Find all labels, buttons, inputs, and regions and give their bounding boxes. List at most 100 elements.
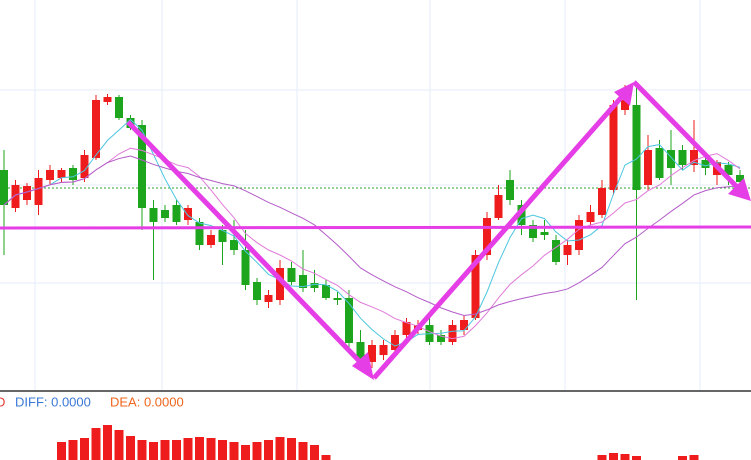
macd-bar	[126, 436, 135, 460]
macd-bar	[137, 440, 147, 460]
macd-bar	[321, 455, 331, 460]
candle-body	[138, 125, 146, 208]
candle-body	[23, 186, 31, 200]
macd-bar	[689, 455, 699, 460]
candle-body	[241, 250, 250, 285]
macd-bar	[183, 438, 193, 460]
candle-body	[506, 180, 514, 200]
candle-body	[322, 285, 330, 298]
macd-bar	[264, 440, 273, 460]
moving-averages	[3, 118, 741, 347]
moving-average	[3, 155, 741, 317]
macd-bar	[149, 442, 158, 460]
candle-body	[115, 97, 123, 118]
candle-body	[632, 105, 641, 190]
candle-body	[103, 97, 112, 102]
diff-label: DIFF: 0.0000	[15, 394, 91, 409]
support-line	[0, 225, 751, 230]
candle-body	[287, 268, 296, 282]
candle-body	[184, 208, 192, 220]
candle-body	[655, 148, 664, 178]
candle-body	[667, 150, 675, 168]
arrow-head	[728, 178, 751, 201]
moving-average	[3, 118, 741, 347]
macd-pane	[0, 391, 751, 460]
candle-body	[529, 225, 537, 238]
candle-body	[402, 322, 411, 335]
candle-body	[299, 275, 307, 288]
candle-body	[69, 168, 77, 180]
candle-body	[552, 240, 560, 262]
macd-bar	[172, 440, 181, 460]
candle-body	[621, 100, 629, 110]
macd-bar	[597, 455, 607, 460]
macd-bar	[114, 430, 124, 460]
trend-arrow	[632, 80, 742, 192]
macd-bar	[609, 453, 618, 460]
macd-bar	[252, 442, 262, 460]
candle-body	[724, 165, 733, 175]
macd-bar	[678, 456, 687, 460]
candle-body	[57, 170, 66, 178]
candle-body	[218, 230, 227, 242]
macd-bar	[68, 440, 78, 460]
annotations	[0, 80, 751, 380]
candle-body	[161, 210, 169, 218]
candle-body	[598, 188, 606, 215]
macd-bar	[275, 437, 285, 460]
macd-bar	[160, 440, 170, 460]
candle-body	[0, 170, 8, 205]
candle-body	[437, 335, 445, 342]
candle-body	[264, 295, 273, 302]
arrow-head	[352, 352, 374, 380]
arrow-head	[614, 82, 634, 106]
moving-average	[3, 147, 741, 340]
candle-body	[11, 185, 20, 208]
candle-body	[540, 232, 549, 235]
candle-body	[690, 150, 698, 165]
trend-arrow	[126, 120, 368, 370]
candle-body	[356, 342, 365, 362]
candle-body	[172, 205, 181, 222]
candle-body	[149, 208, 158, 222]
candle-body	[368, 345, 376, 362]
macd-label: D	[0, 394, 5, 409]
candle-body	[207, 235, 215, 245]
macd-histogram	[57, 425, 699, 460]
macd-bar	[206, 438, 216, 460]
candle-body	[379, 345, 388, 355]
candle-body	[253, 282, 261, 300]
candle-body	[34, 178, 43, 205]
candle-body	[517, 205, 526, 225]
macd-bar	[620, 454, 630, 460]
macd-bar	[310, 445, 319, 460]
macd-bar	[632, 456, 641, 460]
candle-body	[701, 160, 710, 168]
candle-body	[678, 150, 687, 165]
candle-body	[80, 155, 89, 178]
candle-body	[494, 195, 503, 218]
macd-bar	[195, 437, 204, 460]
macd-bar	[241, 445, 250, 460]
candle-body	[276, 268, 284, 300]
candle-body	[644, 150, 652, 185]
candle-body	[586, 212, 595, 222]
candle-body	[310, 283, 319, 288]
candle-body	[92, 100, 100, 158]
macd-bar	[91, 428, 101, 460]
trend-arrow	[372, 90, 628, 380]
macd-bar	[57, 442, 66, 460]
candle-body	[575, 220, 583, 250]
macd-bar	[287, 438, 296, 460]
dea-label: DEA: 0.0000	[110, 394, 184, 409]
macd-bar	[218, 440, 227, 460]
candle-body	[460, 320, 468, 330]
candle-body	[195, 222, 204, 245]
candle-body	[230, 240, 238, 250]
macd-bar	[298, 442, 308, 460]
candle-body	[46, 170, 54, 180]
macd-bar	[80, 438, 89, 460]
candle-body	[736, 175, 744, 182]
